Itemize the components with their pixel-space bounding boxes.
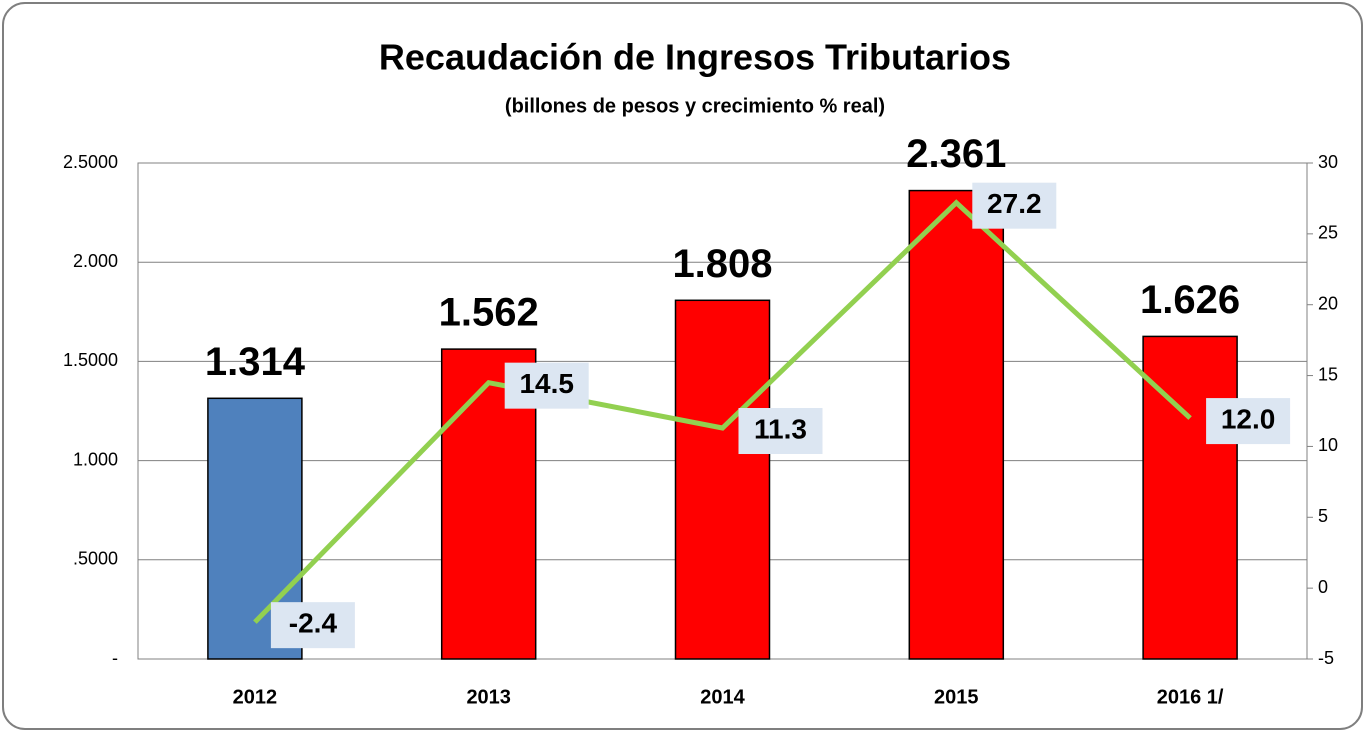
line-value-label: 27.2 <box>987 188 1042 219</box>
y-tick-label: 1.5000 <box>63 350 118 370</box>
line-value-label: 14.5 <box>519 368 574 399</box>
y2-tick-label: 10 <box>1318 435 1338 455</box>
line-value-label: -2.4 <box>289 608 338 639</box>
y2-tick-label: 30 <box>1318 152 1338 172</box>
x-tick-label: 2012 <box>233 686 278 708</box>
bar-value-label: 1.562 <box>439 291 539 335</box>
chart-title: Recaudación de Ingresos Tributarios <box>379 37 1011 78</box>
bar <box>908 189 1005 660</box>
y2-tick-label: 15 <box>1318 364 1338 384</box>
x-tick-label: 2013 <box>466 686 511 708</box>
bar-value-label: 1.808 <box>672 242 772 286</box>
x-tick-label: 2016 1/ <box>1157 686 1224 708</box>
y-tick-label: .5000 <box>73 549 118 569</box>
chart-subtitle: (billones de pesos y crecimiento % real) <box>505 95 885 117</box>
line-value-label: 11.3 <box>754 413 807 444</box>
y-tick-label: 2.5000 <box>63 152 118 172</box>
value-label-box <box>1206 398 1291 445</box>
line <box>253 199 1192 624</box>
y-tick-label: 2.000 <box>73 251 118 271</box>
value-label-box <box>270 602 355 649</box>
bar <box>674 299 771 660</box>
x-tick-label: 2015 <box>934 686 979 708</box>
value-label-box <box>972 182 1057 229</box>
bar-value-label: 1.626 <box>1140 278 1240 322</box>
y-tick-label: - <box>112 648 118 668</box>
bar-value-label: 2.361 <box>906 132 1006 176</box>
x-tick-label: 2014 <box>700 686 745 708</box>
y2-tick-label: -5 <box>1318 648 1334 668</box>
y2-tick-label: 0 <box>1318 577 1328 597</box>
bar-value-label: 1.314 <box>205 340 306 384</box>
y2-tick-label: 25 <box>1318 223 1338 243</box>
y2-tick-label: 5 <box>1318 506 1328 526</box>
line-value-label: 12.0 <box>1221 403 1276 434</box>
y-tick-label: 1.000 <box>73 449 118 469</box>
value-label-box <box>738 408 823 455</box>
y2-tick-label: 20 <box>1318 293 1338 313</box>
value-label-box <box>504 362 589 409</box>
